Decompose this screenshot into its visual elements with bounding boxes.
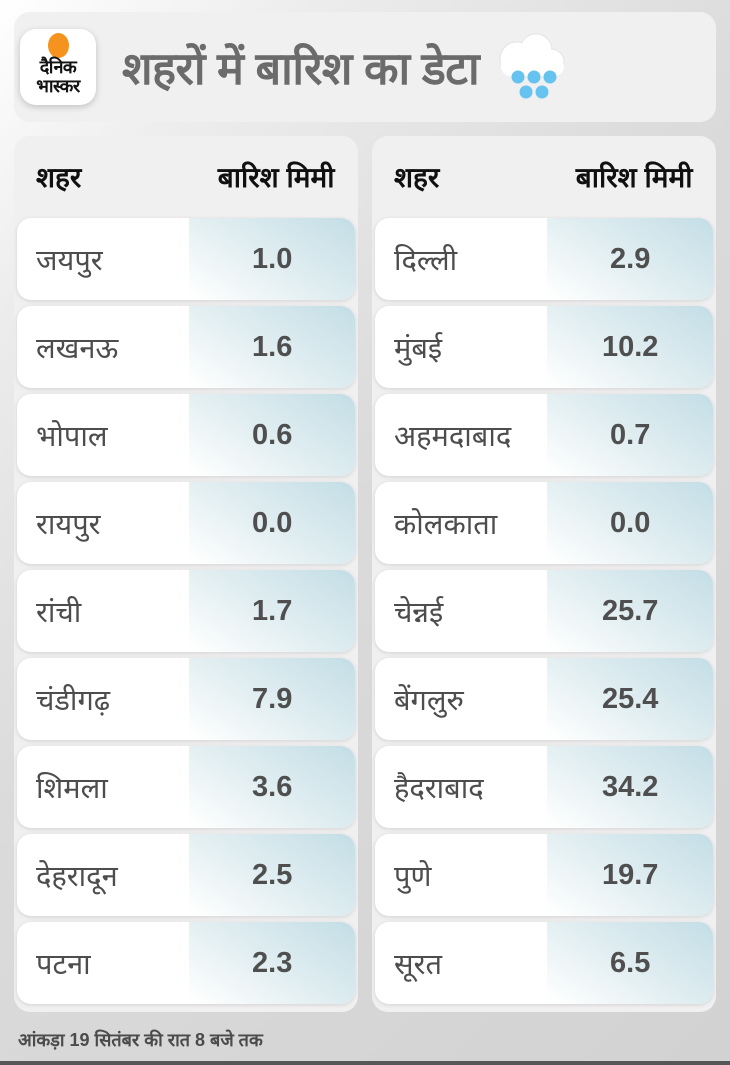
rain-value-mm: 34.2: [547, 746, 713, 828]
city-name: कोलकाता: [394, 508, 498, 541]
city-name: पटना: [36, 948, 91, 981]
page-title: शहरों में बारिश का डेटा: [122, 42, 480, 94]
rain-value-mm: 0.0: [189, 482, 355, 564]
table-rows: दिल्ली 2.9 मुंबई 10.2 अहमदाबाद 0.7 कोलकाता 0.0 च…: [372, 218, 716, 1004]
column-header-rain-mm: बारिश मिमी: [217, 162, 335, 193]
city-name: अहमदाबाद: [394, 420, 512, 453]
table-row: जयपुर 1.0: [17, 218, 355, 300]
table-row: हैदराबाद 34.2: [375, 746, 713, 828]
table-row: चंडीगढ़ 7.9: [17, 658, 355, 740]
city-name: रांची: [36, 596, 82, 629]
city-name: सूरत: [394, 948, 442, 981]
city-name: चंडीगढ़: [36, 684, 111, 717]
column-header-city: शहर: [36, 162, 82, 193]
city-name: दिल्ली: [394, 244, 458, 277]
city-name: लखनऊ: [36, 332, 119, 365]
city-name: हैदराबाद: [394, 772, 484, 805]
table-rows: जयपुर 1.0 लखनऊ 1.6 भोपाल 0.6 रायपुर 0.0 रांची 1.7…: [14, 218, 358, 1004]
rain-value-mm: 1.0: [189, 218, 355, 300]
city-name: चेन्नई: [394, 596, 444, 629]
rain-value-mm: 25.4: [547, 658, 713, 740]
city-name: बेंगलुरु: [394, 684, 464, 717]
table-row: पुणे 19.7: [375, 834, 713, 916]
table-row: कोलकाता 0.0: [375, 482, 713, 564]
table-header: शहर बारिश मिमी: [14, 136, 358, 218]
rain-value-mm: 6.5: [547, 922, 713, 1004]
rain-value-mm: 10.2: [547, 306, 713, 388]
header: दैनिक भास्कर शहरों में बारिश का डेटा: [14, 12, 716, 122]
dainik-bhaskar-logo: दैनिक भास्कर: [20, 29, 96, 105]
rain-value-mm: 0.7: [547, 394, 713, 476]
rain-value-mm: 2.9: [547, 218, 713, 300]
table-row: शिमला 3.6: [17, 746, 355, 828]
logo-sun-dot-icon: [47, 33, 69, 58]
bottom-border: [0, 1061, 730, 1065]
column-header-city: शहर: [394, 162, 440, 193]
rain-value-mm: 0.0: [547, 482, 713, 564]
city-name: भोपाल: [36, 420, 108, 453]
table-row: भोपाल 0.6: [17, 394, 355, 476]
rain-value-mm: 1.7: [189, 570, 355, 652]
rain-table-right: शहर बारिश मिमी दिल्ली 2.9 मुंबई 10.2 अहमदाबा…: [372, 136, 716, 1012]
column-header-rain-mm: बारिश मिमी: [575, 162, 693, 193]
city-name: पुणे: [394, 860, 432, 893]
rain-value-mm: 2.5: [189, 834, 355, 916]
city-name: शिमला: [36, 772, 108, 805]
rain-value-mm: 19.7: [547, 834, 713, 916]
table-header: शहर बारिश मिमी: [372, 136, 716, 218]
city-name: जयपुर: [36, 244, 103, 277]
table-row: सूरत 6.5: [375, 922, 713, 1004]
logo-text-line2: भास्कर: [36, 76, 80, 96]
rain-value-mm: 3.6: [189, 746, 355, 828]
rain-value-mm: 2.3: [189, 922, 355, 1004]
rain-value-mm: 7.9: [189, 658, 355, 740]
table-row: अहमदाबाद 0.7: [375, 394, 713, 476]
table-row: देहरादून 2.5: [17, 834, 355, 916]
city-name: मुंबई: [394, 332, 443, 365]
table-row: रायपुर 0.0: [17, 482, 355, 564]
city-name: देहरादून: [36, 860, 118, 893]
table-row: बेंगलुरु 25.4: [375, 658, 713, 740]
data-timestamp-note: आंकड़ा 19 सितंबर की रात 8 बजे तक: [18, 1030, 263, 1050]
logo-text-line1: दैनिक: [39, 57, 77, 77]
rain-value-mm: 25.7: [547, 570, 713, 652]
table-row: मुंबई 10.2: [375, 306, 713, 388]
table-row: चेन्नई 25.7: [375, 570, 713, 652]
city-name: रायपुर: [36, 508, 101, 541]
rain-cloud-icon: [499, 33, 565, 99]
table-row: लखनऊ 1.6: [17, 306, 355, 388]
rain-value-mm: 0.6: [189, 394, 355, 476]
rain-value-mm: 1.6: [189, 306, 355, 388]
rain-table-left: शहर बारिश मिमी जयपुर 1.0 लखनऊ 1.6 भोपाल 0.6 रा…: [14, 136, 358, 1012]
table-row: दिल्ली 2.9: [375, 218, 713, 300]
table-row: पटना 2.3: [17, 922, 355, 1004]
table-row: रांची 1.7: [17, 570, 355, 652]
